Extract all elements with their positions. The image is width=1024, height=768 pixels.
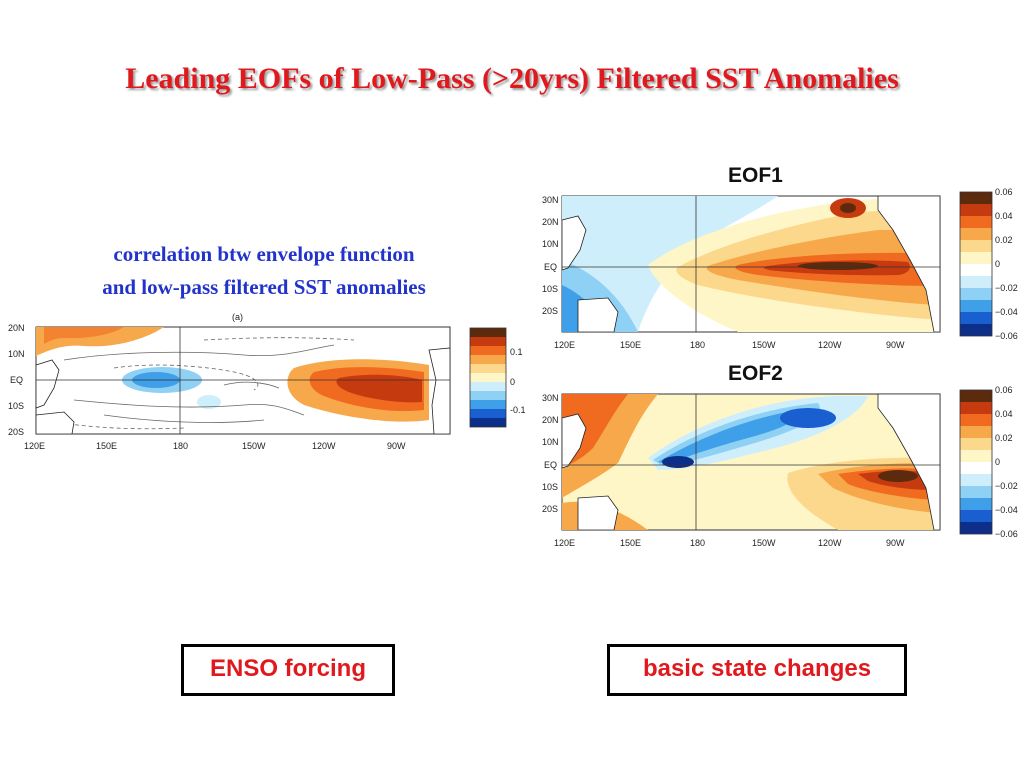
cool-core-north bbox=[780, 408, 836, 428]
lat-axis: 30N 20N 10N EQ 10S 20S bbox=[542, 195, 559, 316]
cool-region-inner bbox=[658, 410, 799, 464]
colorbar-tick: −0.06 bbox=[995, 331, 1018, 341]
lat-tick: 20N bbox=[542, 415, 559, 425]
panel-label: (a) bbox=[232, 312, 243, 322]
colorbar: 0.06 0.04 0.02 0 −0.02 −0.04 −0.06 bbox=[959, 385, 1018, 539]
land-west bbox=[35, 359, 60, 409]
land-australia bbox=[577, 495, 619, 531]
colorbar-tick: 0.04 bbox=[995, 211, 1013, 221]
land-americas bbox=[877, 393, 941, 531]
land-americas bbox=[877, 195, 941, 333]
lat-tick: 10S bbox=[542, 482, 558, 492]
lon-axis: 120E 150E 180 150W 120W 90W bbox=[554, 340, 905, 350]
lon-tick: 120W bbox=[312, 441, 336, 451]
colorbar-tick: −0.02 bbox=[995, 481, 1018, 491]
colorbar-tick: 0 bbox=[995, 457, 1000, 467]
lon-tick: 90W bbox=[886, 340, 905, 350]
lon-axis: 120E 150E 180 150W 120W 90W bbox=[554, 538, 905, 548]
lat-tick: EQ bbox=[10, 375, 23, 385]
warm-east-peak bbox=[878, 470, 918, 482]
lon-tick: 150E bbox=[620, 340, 641, 350]
lon-tick: 150W bbox=[752, 538, 776, 548]
lat-tick: 20N bbox=[542, 217, 559, 227]
warm-region-core bbox=[336, 374, 422, 403]
colorbar-tick: 0.06 bbox=[995, 187, 1013, 197]
slide-title: Leading EOFs of Low-Pass (>20yrs) Filter… bbox=[125, 62, 899, 95]
colorbar-tick: 0 bbox=[995, 259, 1000, 269]
lat-tick: 30N bbox=[542, 393, 559, 403]
land-asia bbox=[561, 413, 587, 469]
lat-tick: 20S bbox=[8, 427, 24, 437]
colorbar: 0.1 0 -0.1 bbox=[469, 327, 526, 428]
lon-tick: 90W bbox=[387, 441, 406, 451]
lon-tick: 120E bbox=[24, 441, 45, 451]
lat-tick: 10N bbox=[8, 349, 25, 359]
lon-tick: 150W bbox=[242, 441, 266, 451]
lon-tick: 90W bbox=[886, 538, 905, 548]
colorbar-tick: −0.04 bbox=[995, 307, 1018, 317]
colorbar-tick: 0.04 bbox=[995, 409, 1013, 419]
correlation-map: (a) 20N 10N EQ 10S 20S 120E 150E 180 150… bbox=[8, 312, 526, 451]
colorbar-tick: −0.06 bbox=[995, 529, 1018, 539]
colorbar-tick: 0.02 bbox=[995, 433, 1013, 443]
lat-tick: 10S bbox=[8, 401, 24, 411]
lon-tick: 120W bbox=[818, 340, 842, 350]
lat-axis: 20N 10N EQ 10S 20S bbox=[8, 323, 25, 437]
basic-state-changes-box: basic state changes bbox=[607, 644, 907, 696]
caption-line-2: and low-pass filtered SST anomalies bbox=[102, 275, 426, 299]
colorbar-tick: −0.02 bbox=[995, 283, 1018, 293]
colorbar-tick: −0.04 bbox=[995, 505, 1018, 515]
lon-tick: 150E bbox=[620, 538, 641, 548]
caption-line-1: correlation btw envelope function bbox=[113, 242, 415, 266]
lat-tick: 20S bbox=[542, 306, 558, 316]
colorbar-tick: 0 bbox=[510, 377, 515, 387]
lat-tick: 10N bbox=[542, 437, 559, 447]
lat-tick: 10S bbox=[542, 284, 558, 294]
colorbar-tick: 0.02 bbox=[995, 235, 1013, 245]
eof1-label: EOF1 bbox=[728, 164, 783, 187]
eof2-map: 30N 20N 10N EQ 10S 20S 120E 150E 180 150… bbox=[542, 385, 1018, 548]
positive-core bbox=[44, 327, 124, 344]
lon-tick: 120E bbox=[554, 340, 575, 350]
warm-peak bbox=[798, 262, 878, 270]
lon-axis: 120E 150E 180 150W 120W 90W bbox=[24, 441, 406, 451]
lat-tick: 20N bbox=[8, 323, 25, 333]
lat-tick: EQ bbox=[544, 460, 557, 470]
correlation-caption: correlation btw envelope function and lo… bbox=[20, 238, 508, 304]
lat-tick: EQ bbox=[544, 262, 557, 272]
lat-axis: 30N 20N 10N EQ 10S 20S bbox=[542, 393, 559, 514]
colorbar-tick: -0.1 bbox=[510, 405, 526, 415]
lon-tick: 120E bbox=[554, 538, 575, 548]
cool-core-west bbox=[662, 456, 694, 468]
lon-tick: 120W bbox=[818, 538, 842, 548]
colorbar-tick: 0.06 bbox=[995, 385, 1013, 395]
land-australia bbox=[577, 297, 619, 333]
land-australia bbox=[35, 411, 75, 435]
ne-hotspot-core bbox=[840, 203, 856, 213]
land-asia bbox=[561, 215, 587, 271]
colorbar-tick: 0.1 bbox=[510, 347, 523, 357]
enso-forcing-box: ENSO forcing bbox=[181, 644, 395, 696]
colorbar: 0.06 0.04 0.02 0 −0.02 −0.04 −0.06 bbox=[959, 187, 1018, 341]
lat-tick: 10N bbox=[542, 239, 559, 249]
lon-tick: 150E bbox=[96, 441, 117, 451]
eof2-label: EOF2 bbox=[728, 362, 783, 385]
lon-tick: 180 bbox=[690, 538, 705, 548]
lon-tick: 180 bbox=[173, 441, 188, 451]
eof1-map: 30N 20N 10N EQ 10S 20S 120E 150E 180 150… bbox=[542, 187, 1018, 350]
lon-tick: 150W bbox=[752, 340, 776, 350]
lat-tick: 30N bbox=[542, 195, 559, 205]
lon-tick: 180 bbox=[690, 340, 705, 350]
contour-lines bbox=[53, 337, 355, 430]
negative-patch bbox=[197, 395, 221, 409]
lat-tick: 20S bbox=[542, 504, 558, 514]
